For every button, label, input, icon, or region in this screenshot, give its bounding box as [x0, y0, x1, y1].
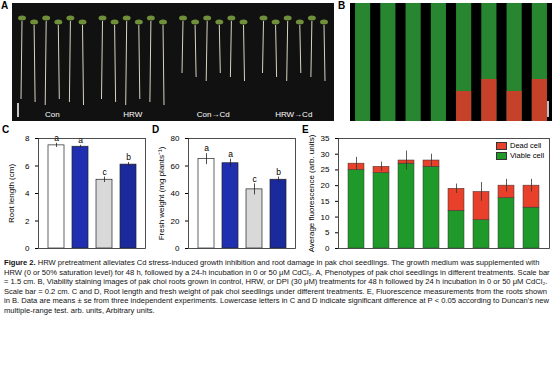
- svg-text:80: 80: [171, 134, 180, 143]
- svg-text:0: 0: [175, 244, 180, 253]
- svg-text:15: 15: [321, 197, 330, 206]
- svg-text:40: 40: [171, 189, 180, 198]
- svg-text:30: 30: [321, 150, 330, 159]
- svg-text:Root length (cm): Root length (cm): [7, 164, 16, 223]
- svg-text:20: 20: [171, 217, 180, 226]
- svg-text:5: 5: [325, 228, 330, 237]
- svg-text:10: 10: [321, 213, 330, 222]
- html-text:Dead cell: Dead cell: [510, 141, 542, 150]
- svg-text:b: b: [126, 152, 131, 162]
- svg-text:20: 20: [321, 181, 330, 190]
- svg-text:35: 35: [321, 134, 330, 143]
- html-text:E: E: [302, 124, 309, 135]
- svg-text:0: 0: [25, 244, 30, 253]
- svg-text:Con: Con: [45, 110, 60, 119]
- svg-text:HRW: HRW: [123, 110, 142, 119]
- svg-text:b: b: [276, 167, 281, 177]
- svg-text:a: a: [54, 133, 59, 143]
- svg-text:Con→Cd: Con→Cd: [197, 110, 230, 119]
- svg-text:a: a: [78, 135, 83, 145]
- svg-text:c: c: [102, 167, 107, 177]
- svg-text:4: 4: [25, 189, 30, 198]
- svg-text:a: a: [204, 143, 209, 153]
- svg-text:25: 25: [321, 165, 330, 174]
- svg-text:8: 8: [25, 134, 30, 143]
- svg-text:Average fluorescence (arb. uni: Average fluorescence (arb. units): [307, 134, 316, 252]
- svg-text:a: a: [228, 149, 233, 159]
- svg-text:6: 6: [25, 162, 30, 171]
- svg-text:c: c: [252, 174, 257, 184]
- svg-text:2: 2: [25, 217, 30, 226]
- html-text:B: B: [338, 0, 346, 11]
- svg-text:HRW→Cd: HRW→Cd: [275, 110, 312, 119]
- html-text:Figure 2. HRW pretreatment all: Figure 2. HRW pretreatment alleviates Cd…: [4, 258, 550, 315]
- html-text:D: D: [152, 124, 160, 135]
- svg-text:0: 0: [325, 244, 330, 253]
- svg-text:60: 60: [171, 162, 180, 171]
- html-text:Viable cell: Viable cell: [510, 151, 545, 160]
- svg-text:Fresh weight (mg plants⁻¹): Fresh weight (mg plants⁻¹): [157, 146, 166, 240]
- html-text:C: C: [2, 124, 10, 135]
- html-text:A: A: [1, 0, 9, 11]
